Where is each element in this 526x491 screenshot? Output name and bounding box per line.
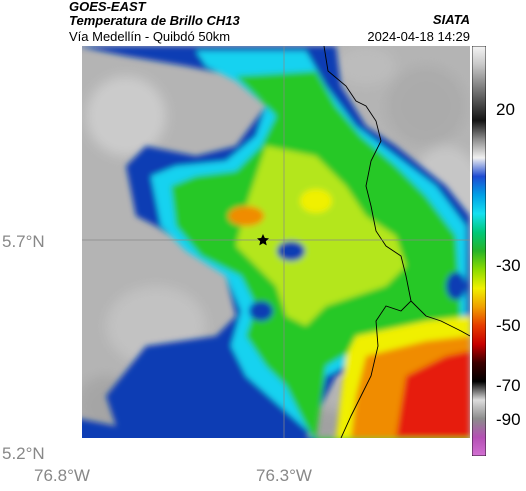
- star-marker[interactable]: [257, 234, 269, 246]
- cbar-tick-minus50: -50: [496, 316, 521, 335]
- route-subtitle: Vía Medellín - Quibdó 50km: [69, 29, 231, 44]
- lon-label-76-8: 76.8°W: [34, 466, 90, 485]
- warm-core-yellow: [300, 189, 332, 213]
- warm-core-orange: [228, 206, 264, 226]
- colorbar: [472, 46, 486, 456]
- blue-cell-2: [249, 301, 273, 321]
- product-title: GOES-EAST: [69, 0, 146, 14]
- brand-label: SIATA: [432, 12, 470, 27]
- border-line: [323, 46, 412, 438]
- cloud-yellow-layer: [236, 146, 406, 326]
- blue-cell-3: [446, 272, 466, 300]
- cbar-tick-minus90: -90: [496, 410, 521, 429]
- lon-label-76-3: 76.3°W: [256, 466, 312, 485]
- timestamp: 2024-04-18 14:29: [367, 29, 470, 44]
- blue-cell: [277, 241, 305, 261]
- lat-label-5-7: 5.7°N: [2, 232, 45, 251]
- cbar-tick-minus70: -70: [496, 376, 521, 395]
- cbar-tick-minus30: -30: [496, 256, 521, 275]
- border-line-2: [410, 300, 470, 337]
- satellite-map[interactable]: [66, 46, 470, 456]
- cold-top-red: [396, 351, 470, 438]
- lat-label-5-2: 5.2°N: [2, 444, 45, 463]
- channel-title: Temperatura de Brillo CH13: [69, 13, 240, 28]
- cbar-tick-20: 20: [496, 100, 515, 119]
